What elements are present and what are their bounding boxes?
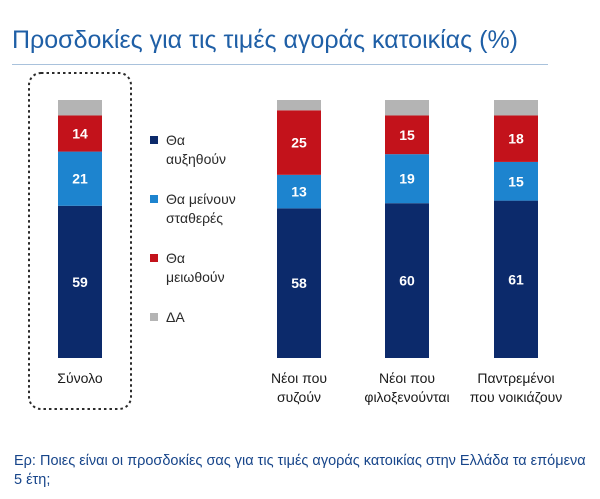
legend-label: μειωθούν bbox=[166, 269, 225, 285]
data-label: 61 bbox=[508, 271, 524, 287]
category-label: που νοικιάζουν bbox=[470, 389, 563, 405]
bar-segment-dk-4 bbox=[494, 100, 538, 116]
title-divider bbox=[12, 64, 548, 65]
bar-segment-stay-1 bbox=[58, 151, 102, 206]
bar-segment-dk-1 bbox=[58, 100, 102, 116]
legend-swatch-dk bbox=[150, 313, 158, 321]
bar-segment-stay-3 bbox=[385, 154, 429, 204]
bar-segment-increase-2 bbox=[277, 208, 321, 358]
data-label: 59 bbox=[72, 274, 88, 290]
category-label: Νέοι που bbox=[271, 370, 327, 386]
chart-title: Προσδοκίες για τις τιμές αγοράς κατοικία… bbox=[12, 26, 519, 54]
survey-question: Ερ: Ποιες είναι οι προσδοκίες σας για τι… bbox=[14, 453, 586, 488]
category-label: συζούν bbox=[277, 389, 321, 405]
data-label: 15 bbox=[508, 173, 524, 189]
stacked-bar-chart: 59 21 14 Σύνολο 58 13 25 Νέοι που συζούν 60 19 15 Νέ… bbox=[28, 72, 563, 410]
legend-swatch-decrease bbox=[150, 254, 158, 262]
legend-label: Θα μείνουν bbox=[166, 191, 236, 207]
data-label: 19 bbox=[399, 171, 415, 187]
category-label: Σύνολο bbox=[57, 370, 103, 386]
bar-segment-decrease-3 bbox=[385, 115, 429, 155]
category-label: φιλοξενούνται bbox=[364, 389, 449, 405]
data-label: 15 bbox=[399, 127, 415, 143]
bar-segment-dk-3 bbox=[385, 100, 429, 116]
category-label: Νέοι που bbox=[379, 370, 435, 386]
legend-swatch-stay bbox=[150, 195, 158, 203]
legend-label: σταθερές bbox=[166, 210, 223, 226]
data-label: 25 bbox=[291, 135, 307, 151]
data-label: 14 bbox=[72, 126, 88, 142]
bar-segment-decrease-4 bbox=[494, 115, 538, 162]
legend-label: ΔΑ bbox=[166, 309, 185, 325]
bar-segment-dk-2 bbox=[277, 100, 321, 111]
data-label: 58 bbox=[291, 275, 307, 291]
data-label: 21 bbox=[72, 171, 88, 187]
legend-label: αυξηθούν bbox=[166, 151, 226, 167]
data-label: 18 bbox=[508, 131, 524, 147]
bar-segment-stay-4 bbox=[494, 161, 538, 201]
legend-swatch-increase bbox=[150, 136, 158, 144]
bar-segment-increase-3 bbox=[385, 203, 429, 358]
bar-segment-increase-1 bbox=[58, 205, 102, 358]
bar-segment-increase-4 bbox=[494, 200, 538, 358]
data-label: 60 bbox=[399, 273, 415, 289]
bar-segment-stay-2 bbox=[277, 174, 321, 209]
data-label: 13 bbox=[291, 184, 307, 200]
legend-label: Θα bbox=[166, 250, 185, 266]
highlight-frame bbox=[28, 72, 132, 410]
bar-segment-decrease-1 bbox=[58, 115, 102, 152]
category-label: Παντρεμένοι bbox=[477, 370, 554, 386]
legend-label: Θα bbox=[166, 132, 185, 148]
bar-segment-decrease-2 bbox=[277, 110, 321, 175]
